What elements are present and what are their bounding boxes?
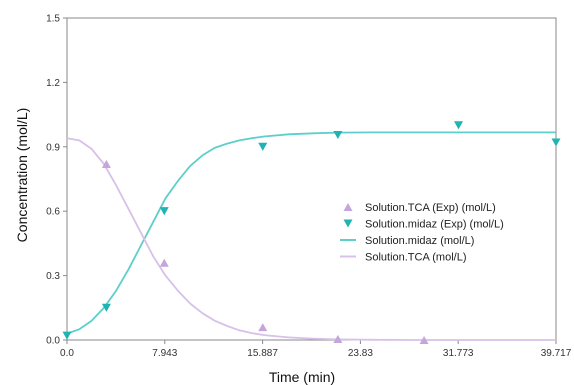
y-tick-label: 0.0 [46, 336, 60, 347]
legend-marker [343, 219, 353, 228]
x-tick-label: 23.83 [348, 348, 373, 359]
data-point [159, 258, 169, 267]
y-axis-title: Concentration (mol/L) [14, 108, 30, 243]
x-tick-label: 15.887 [247, 348, 278, 359]
y-tick-label: 1.2 [46, 78, 60, 89]
x-axis-title: Time (min) [269, 369, 335, 385]
data-point [333, 130, 343, 140]
x-tick-label: 0.0 [60, 348, 74, 359]
series-line [66, 137, 556, 341]
y-tick-label: 1.5 [46, 14, 60, 25]
legend-label: Solution.midaz (Exp) (mol/L) [365, 219, 504, 231]
legend-label: Solution.TCA (Exp) (mol/L) [365, 202, 496, 214]
data-point [419, 335, 429, 345]
data-point [159, 207, 169, 216]
data-point [62, 331, 72, 340]
x-tick-label: 39.717 [541, 348, 572, 359]
y-tick-label: 0.3 [46, 271, 60, 282]
axes [63, 17, 557, 344]
data-point [551, 138, 561, 147]
x-tick-label: 7.943 [152, 348, 177, 359]
data-point [454, 121, 464, 130]
data-point [258, 142, 268, 151]
series [62, 121, 561, 345]
data-point [333, 334, 343, 343]
legend-label: Solution.TCA (mol/L) [365, 252, 466, 264]
data-point [101, 303, 111, 312]
x-tick-label: 31.773 [443, 348, 474, 359]
tick-labels: 0.0 7.943 15.887 23.83 31.773 39.717 0.0 0.3 0.6… [46, 14, 572, 360]
legend-marker [343, 202, 353, 212]
legend: Solution.TCA (Exp) (mol/L) Solution.midaz… [340, 202, 504, 264]
data-point [101, 159, 111, 169]
y-tick-label: 0.9 [46, 142, 60, 153]
y-tick-label: 0.6 [46, 207, 60, 218]
plot-frame [66, 17, 557, 341]
data-point [258, 323, 268, 332]
legend-label: Solution.midaz (mol/L) [365, 235, 474, 247]
series-line [66, 131, 556, 335]
